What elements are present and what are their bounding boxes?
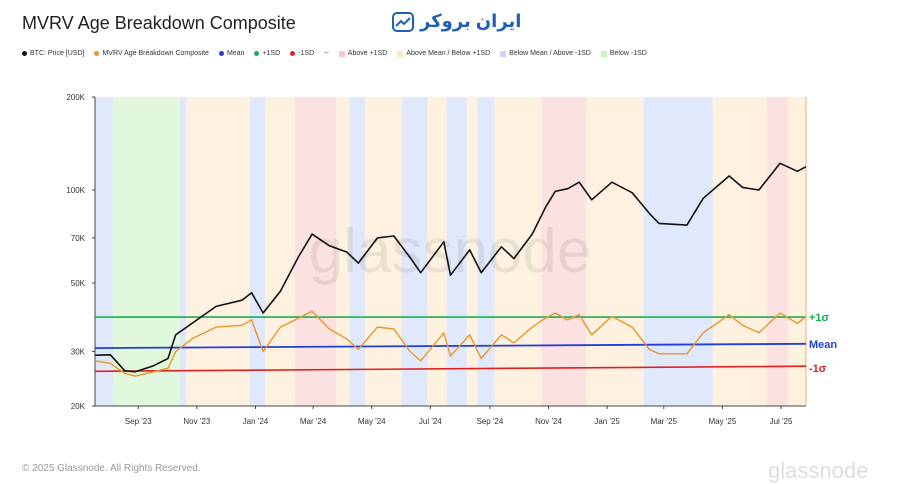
zone-band [349,97,365,406]
y-tick-label: 200K [66,93,85,102]
zone-band [336,97,350,406]
legend-swatch [94,51,100,56]
x-tick-label: Mar '24 [300,417,327,426]
zone-band [265,97,295,406]
legend-item[interactable]: Below -1SD [600,50,647,57]
zone-band [766,97,788,406]
page-title: MVRV Age Breakdown Composite [22,13,296,33]
legend-label: Mean [226,50,245,57]
brand-logo: ایران بروکر [392,11,521,32]
zone-band [712,97,767,406]
minus-sd-label: -1σ [809,363,827,375]
legend-swatch [22,51,27,56]
zone-band [585,97,644,406]
y-tick-label: 30K [71,348,86,357]
zone-band [113,97,180,406]
x-tick-label: Nov '24 [535,417,562,426]
x-tick-label: Nov '23 [183,417,210,426]
legend-item[interactable]: MVRV Age Breakdown Composite [94,50,209,57]
legend-swatch [338,50,345,57]
legend-item[interactable]: -- [324,50,329,57]
x-tick-label: Jan '24 [243,417,269,426]
legend-swatch [397,50,404,57]
legend-swatch [290,51,296,56]
x-tick-label: Jan '25 [594,417,620,426]
legend-item[interactable]: +1SD [254,50,280,57]
price-line [94,162,807,373]
zone-band [643,97,713,406]
legend-swatch [500,50,507,57]
y-tick-label: 100K [66,186,85,195]
zone-band [541,97,586,406]
zone-band [477,97,495,406]
legend-item[interactable]: BTC: Price [USD] [22,50,84,57]
legend-label: Above +1SD [347,50,388,57]
legend-label: -1SD [298,50,315,57]
legend-item[interactable]: -1SD [290,50,314,57]
brand-name: ایران بروکر [420,11,522,31]
legend-label: MVRV Age Breakdown Composite [102,50,209,57]
zone-band [466,97,478,406]
legend-swatch [254,51,260,56]
y-tick-label: 70K [71,234,86,243]
zone-band [364,97,402,406]
x-tick-label: Mar '25 [651,417,678,426]
y-tick-label: 20K [71,402,86,411]
plus-sd-label: +1σ [809,312,830,324]
zone-band [186,97,250,406]
zone-band [179,97,187,406]
x-tick-label: Sep '24 [476,417,503,426]
footer-copyright: © 2025 Glassnode. All Rights Reserved. [22,463,201,474]
legend-swatch [600,50,607,57]
legend-label: BTC: Price [USD] [30,50,85,57]
footer-logo: glassnode [768,458,869,483]
legend-item[interactable]: Below Mean / Above -1SD [500,50,591,57]
legend-swatch [218,51,224,56]
x-tick-label: May '24 [358,417,386,426]
zone-band [787,97,806,406]
x-tick-label: Jul '24 [419,417,442,426]
legend-item[interactable]: Above Mean / Below +1SD [397,50,490,57]
legend-item[interactable]: Mean [218,50,245,57]
zone-band [249,97,266,406]
zone-band [446,97,467,406]
legend-label: Below Mean / Above -1SD [509,50,591,57]
legend-label: Above Mean / Below +1SD [406,50,491,57]
zone-band [95,97,114,406]
composite-line [94,310,807,377]
minus-sd-line [94,365,807,373]
x-tick-label: Jul '25 [770,417,793,426]
legend-label: -- [324,50,329,57]
trend-chart-icon [392,11,414,32]
legend-label: +1SD [262,50,281,57]
chart-legend: BTC: Price [USD] MVRV Age Breakdown Compo… [22,50,647,57]
mean-line [94,342,807,349]
x-tick-label: Sep '23 [125,417,152,426]
legend-label: Below -1SD [609,50,647,57]
y-tick-label: 50K [71,279,86,288]
legend-item[interactable]: Above +1SD [338,50,388,57]
x-tick-label: May '25 [709,417,737,426]
mean-label: Mean [809,339,837,351]
